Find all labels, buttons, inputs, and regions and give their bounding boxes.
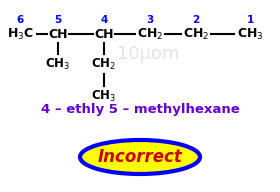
Text: 5: 5 [54, 15, 62, 25]
Text: CH: CH [48, 27, 68, 41]
Text: CH$_2$: CH$_2$ [137, 26, 163, 41]
Text: 4: 4 [100, 15, 108, 25]
Text: 2: 2 [192, 15, 200, 25]
Text: CH$_2$: CH$_2$ [92, 56, 116, 72]
Text: 6: 6 [16, 15, 24, 25]
Text: CH$_3$: CH$_3$ [45, 56, 71, 72]
Text: 3: 3 [146, 15, 154, 25]
Ellipse shape [80, 140, 200, 174]
Text: H$_3$C: H$_3$C [6, 26, 33, 41]
Text: CH$_3$: CH$_3$ [92, 89, 116, 103]
Text: 10μom: 10μom [117, 45, 179, 63]
Text: CH: CH [94, 27, 114, 41]
Text: CH$_2$: CH$_2$ [183, 26, 209, 41]
Text: CH$_3$: CH$_3$ [237, 26, 263, 41]
Text: 1: 1 [246, 15, 254, 25]
Text: Incorrect: Incorrect [97, 148, 183, 166]
Text: 4 – ethly 5 – methylhexane: 4 – ethly 5 – methylhexane [41, 103, 239, 117]
